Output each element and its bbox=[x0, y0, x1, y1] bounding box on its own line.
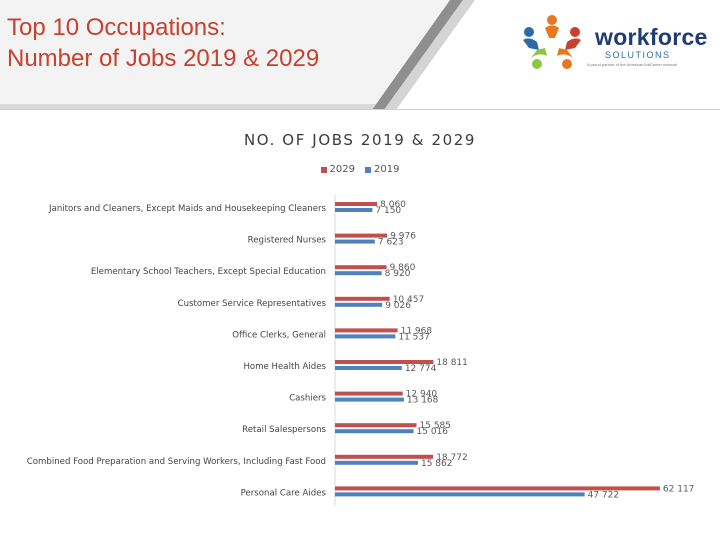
legend-swatch-2029 bbox=[320, 166, 327, 173]
category-label: Combined Food Preparation and Serving Wo… bbox=[27, 457, 326, 467]
data-label-2019: 15 016 bbox=[417, 427, 449, 437]
data-label-2019: 11 537 bbox=[398, 332, 430, 342]
bar-2029 bbox=[335, 486, 660, 491]
legend-swatch-2019 bbox=[365, 166, 371, 173]
data-label-2029: 62 117 bbox=[663, 484, 695, 494]
category-label: Personal Care Aides bbox=[241, 488, 327, 498]
data-label-2029: 10 457 bbox=[393, 295, 425, 305]
data-label-2029: 18 772 bbox=[436, 453, 468, 463]
bar-2029 bbox=[335, 265, 387, 270]
data-label-2029: 11 968 bbox=[401, 326, 433, 336]
legend-item-2019: 2019 bbox=[365, 164, 399, 175]
bar-2029 bbox=[335, 296, 390, 301]
bar-2019 bbox=[335, 460, 418, 465]
category-labels: Janitors and Cleaners, Except Maids and … bbox=[27, 204, 327, 498]
category-label: Home Health Aides bbox=[243, 362, 326, 372]
data-label-2029: 9 860 bbox=[390, 263, 416, 273]
data-label-2019: 7 150 bbox=[375, 206, 401, 216]
data-label-2019: 13 168 bbox=[407, 396, 439, 406]
legend-label-2019: 2019 bbox=[374, 164, 400, 175]
category-label: Elementary School Teachers, Except Speci… bbox=[91, 267, 326, 277]
chart-legend: 2029 2019 bbox=[0, 164, 720, 175]
slide-title-line-2: Number of Jobs 2019 & 2029 bbox=[7, 45, 320, 72]
legend-label-2029: 2029 bbox=[329, 164, 355, 175]
category-label: Janitors and Cleaners, Except Maids and … bbox=[48, 204, 326, 214]
bar-2019 bbox=[335, 492, 585, 497]
data-label-2019: 7 623 bbox=[378, 238, 404, 248]
category-label: Registered Nurses bbox=[248, 236, 327, 246]
bar-2019 bbox=[335, 429, 414, 434]
bar-2019 bbox=[335, 271, 382, 276]
slide-title: Top 10 Occupations: Number of Jobs 2019 … bbox=[7, 12, 407, 74]
bar-2019 bbox=[335, 239, 375, 244]
bar-2019 bbox=[335, 208, 373, 212]
bar-2019 bbox=[335, 334, 396, 339]
bar-2029 bbox=[335, 423, 417, 428]
bar-2029 bbox=[335, 328, 398, 333]
bar-2029 bbox=[335, 391, 403, 396]
data-label-2029: 18 811 bbox=[436, 358, 468, 368]
bar-2029 bbox=[335, 202, 378, 206]
data-label-2029: 8 060 bbox=[380, 200, 406, 210]
data-label-2019: 15 862 bbox=[421, 459, 453, 469]
bar-2029 bbox=[335, 233, 388, 238]
data-label-2019: 47 722 bbox=[588, 490, 620, 500]
chart-title: NO. OF JOBS 2019 & 2029 bbox=[243, 131, 477, 149]
bars bbox=[335, 202, 660, 497]
bar-2029 bbox=[335, 360, 434, 364]
legend-item-2029: 2029 bbox=[320, 164, 355, 175]
category-label: Cashiers bbox=[289, 394, 326, 404]
category-label: Retail Salespersons bbox=[242, 425, 326, 435]
data-label-2019: 8 920 bbox=[385, 269, 411, 279]
logo-subtitle: SOLUTIONS bbox=[605, 50, 671, 60]
data-label-2029: 9 976 bbox=[390, 232, 416, 242]
data-label-2029: 12 940 bbox=[406, 390, 438, 400]
bar-2029 bbox=[335, 454, 434, 459]
bar-2019 bbox=[335, 366, 402, 370]
data-label-2019: 12 774 bbox=[405, 364, 437, 374]
data-label-2029: 15 585 bbox=[420, 421, 452, 431]
category-label: Office Clerks, General bbox=[232, 330, 326, 340]
workforce-solutions-logo: workforce SOLUTIONS A proud partner of t… bbox=[517, 12, 717, 74]
category-label: Customer Service Representatives bbox=[178, 299, 327, 309]
logo-tagline: A proud partner of the AmericanJobCenter… bbox=[587, 62, 678, 67]
data-label-2019: 9 026 bbox=[385, 301, 411, 311]
logo-people-icon bbox=[523, 15, 581, 69]
bar-2019 bbox=[335, 302, 383, 307]
bar-2019 bbox=[335, 397, 404, 402]
slide-title-line-1: Top 10 Occupations: bbox=[7, 14, 226, 41]
header-band bbox=[0, 0, 720, 110]
logo-wordmark: workforce bbox=[595, 24, 708, 50]
